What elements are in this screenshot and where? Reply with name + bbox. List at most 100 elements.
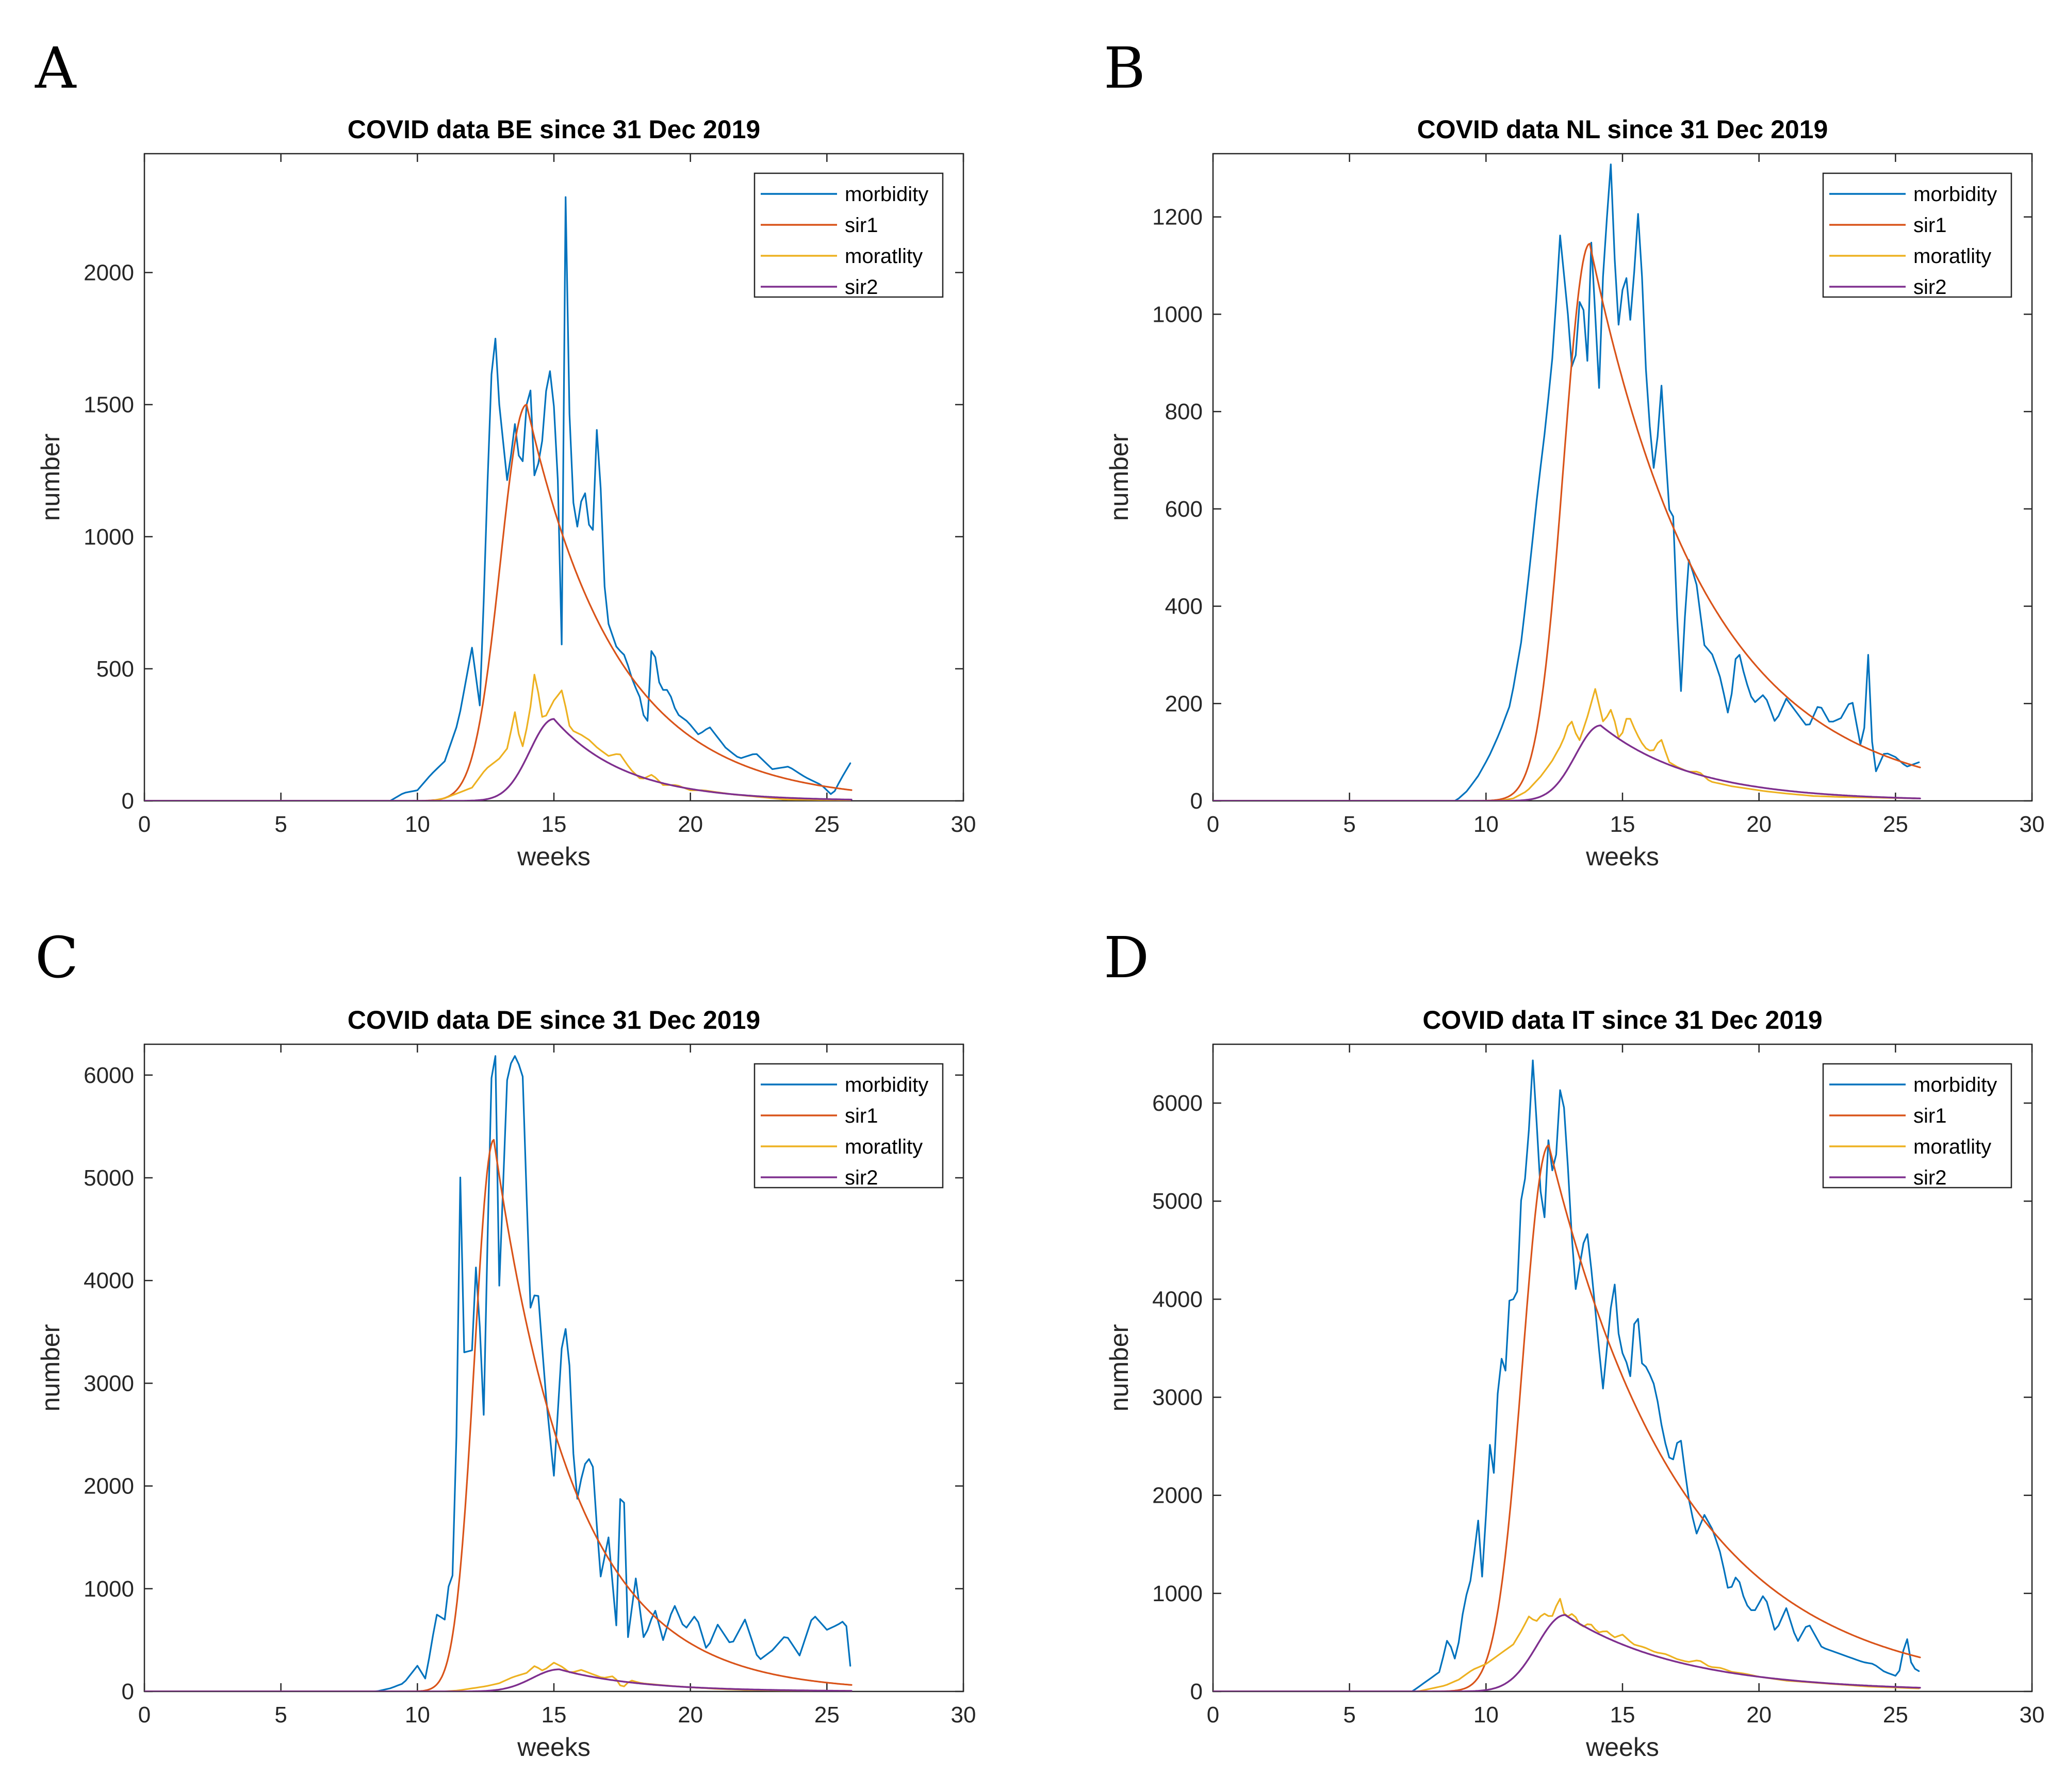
y-tick-label: 3000 (1152, 1385, 1203, 1410)
chart-title: COVID data NL since 31 Dec 2019 (1417, 115, 1828, 144)
y-tick-label: 3000 (84, 1371, 134, 1396)
legend-entry: moratlity (845, 245, 923, 268)
x-tick-label: 10 (1473, 1702, 1499, 1728)
legend-entry: sir2 (1913, 276, 1946, 299)
series-line-sir1 (144, 404, 853, 801)
x-axis-label: weeks (1585, 842, 1659, 871)
x-tick-label: 30 (951, 1702, 976, 1728)
y-axis-label: number (36, 434, 65, 521)
x-tick-label: 20 (1746, 1702, 1772, 1728)
series-line-sir2 (1213, 725, 1921, 801)
y-tick-label: 1000 (84, 1576, 134, 1602)
legend-entry: sir1 (845, 214, 878, 237)
y-tick-label: 0 (1190, 788, 1203, 814)
legend-entry: morbidity (845, 183, 928, 206)
y-axis-label: number (1105, 434, 1134, 521)
chart-title: COVID data BE since 31 Dec 2019 (348, 115, 760, 144)
x-axis-label: weeks (1585, 1733, 1659, 1762)
x-tick-label: 25 (814, 812, 840, 837)
panel-letter: A (35, 35, 77, 101)
series-line-sir2 (144, 718, 853, 801)
x-tick-label: 30 (2020, 1702, 2045, 1728)
legend: morbidity sir1 moratlity sir2 (753, 1063, 944, 1189)
series-line-sir2 (1213, 1614, 1921, 1691)
x-tick-label: 20 (678, 1702, 703, 1728)
x-tick-label: 20 (1746, 812, 1772, 837)
y-tick-label: 6000 (1152, 1091, 1203, 1116)
x-tick-label: 15 (1610, 1702, 1635, 1728)
chart-panel-d: D COVID data IT since 31 Dec 2019 0 5 10 15 20… (1104, 925, 2044, 1762)
legend-entry: moratlity (1913, 1136, 1991, 1158)
series-group (1213, 1059, 1921, 1691)
x-tick-label: 5 (274, 1702, 287, 1728)
x-tick-label: 15 (542, 1702, 567, 1728)
legend-entry: sir1 (1913, 1105, 1946, 1127)
legend-entry: morbidity (1913, 183, 1997, 206)
x-tick-label: 20 (678, 812, 703, 837)
y-tick-label: 5000 (1152, 1189, 1203, 1214)
x-tick-label: 30 (2020, 812, 2045, 837)
x-tick-label: 10 (1473, 812, 1499, 837)
x-tick-label: 0 (138, 1702, 151, 1728)
legend-entry: sir1 (845, 1105, 878, 1127)
panel-letter: C (35, 925, 78, 991)
x-tick-label: 5 (1343, 812, 1355, 837)
series-line-sir1 (144, 1139, 853, 1691)
series-line-morbidity (1213, 163, 1920, 801)
series-group (1213, 163, 1921, 801)
legend-entry: moratlity (1913, 245, 1991, 268)
y-tick-label: 1000 (1152, 302, 1203, 327)
y-tick-label: 600 (1165, 497, 1203, 522)
x-tick-label: 5 (1343, 1702, 1355, 1728)
y-tick-label: 200 (1165, 691, 1203, 716)
series-line-morbidity (144, 1055, 851, 1691)
x-tick-label: 10 (405, 1702, 430, 1728)
y-tick-label: 0 (122, 788, 134, 814)
panel-letter: D (1104, 925, 1149, 991)
legend-entry: moratlity (845, 1136, 923, 1158)
x-tick-label: 15 (1610, 812, 1635, 837)
legend-entry: sir2 (845, 1166, 878, 1189)
x-tick-label: 10 (405, 812, 430, 837)
chart-panel-b: B COVID data NL since 31 Dec 2019 0 5 10 15 20… (1104, 35, 2044, 871)
legend: morbidity sir1 moratlity sir2 (1822, 172, 2012, 299)
chart-title: COVID data DE since 31 Dec 2019 (348, 1006, 760, 1034)
y-tick-label: 1200 (1152, 205, 1203, 230)
series-group (144, 196, 853, 801)
legend-entry: sir1 (1913, 214, 1946, 237)
legend-entry: morbidity (1913, 1074, 1997, 1096)
x-tick-label: 0 (138, 812, 151, 837)
x-tick-label: 30 (951, 812, 976, 837)
x-axis-label: weeks (517, 1733, 591, 1762)
y-tick-label: 0 (1190, 1679, 1203, 1704)
series-line-mortality (1213, 688, 1920, 801)
y-tick-label: 6000 (84, 1063, 134, 1088)
panel-letter: B (1104, 35, 1145, 101)
y-tick-label: 4000 (84, 1268, 134, 1293)
x-tick-label: 0 (1207, 1702, 1219, 1728)
series-line-sir1 (1213, 1144, 1921, 1691)
y-axis-label: number (36, 1324, 65, 1412)
y-tick-label: 1000 (1152, 1581, 1203, 1606)
series-line-sir1 (1213, 243, 1921, 801)
legend-entry: sir2 (1913, 1166, 1946, 1189)
y-tick-label: 2000 (84, 1474, 134, 1499)
x-axis-label: weeks (517, 842, 591, 871)
chart-title: COVID data IT since 31 Dec 2019 (1422, 1006, 1822, 1034)
x-tick-label: 15 (542, 812, 567, 837)
legend-entry: morbidity (845, 1074, 928, 1096)
y-tick-label: 0 (122, 1679, 134, 1704)
x-tick-label: 25 (1883, 812, 1908, 837)
y-tick-label: 2000 (84, 260, 134, 286)
y-tick-label: 800 (1165, 399, 1203, 424)
y-axis-label: number (1105, 1324, 1134, 1412)
x-tick-label: 5 (274, 812, 287, 837)
x-tick-label: 0 (1207, 812, 1219, 837)
y-tick-label: 4000 (1152, 1287, 1203, 1312)
y-tick-label: 500 (96, 656, 134, 682)
series-line-morbidity (144, 196, 851, 801)
y-tick-label: 400 (1165, 594, 1203, 619)
legend-entry: sir2 (845, 276, 878, 299)
legend: morbidity sir1 moratlity sir2 (753, 172, 944, 299)
